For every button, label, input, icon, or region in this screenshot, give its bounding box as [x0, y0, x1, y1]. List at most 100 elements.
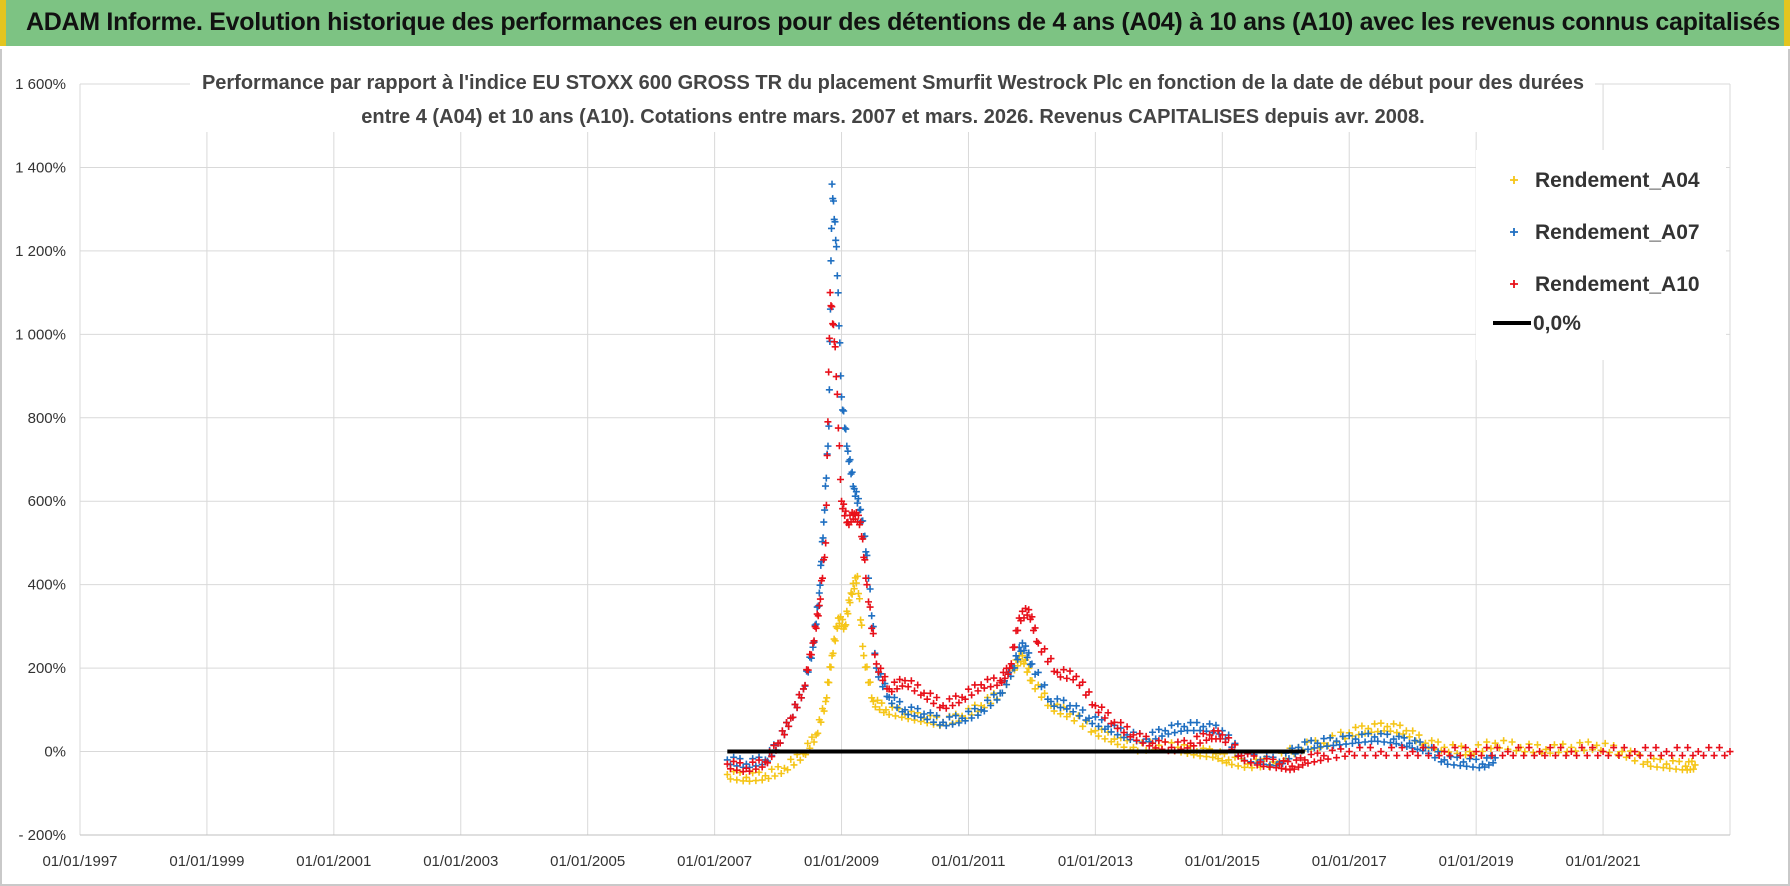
rendement-a07-point [821, 506, 829, 514]
rendement-a07-point [990, 691, 998, 699]
rendement-a10-point [990, 674, 998, 682]
rendement-a10-point [1275, 760, 1283, 768]
rendement-a07-point [1053, 695, 1061, 703]
rendement-a10-point [1551, 752, 1559, 760]
rendement-a07-point [1304, 745, 1312, 753]
rendement-a04-point [1196, 752, 1204, 760]
x-tick-label: 01/01/2003 [423, 853, 498, 870]
rendement-a04-point [863, 663, 871, 671]
rendement-a04-point [1647, 762, 1655, 770]
rendement-a04-point [854, 590, 862, 598]
rendement-a04-point [1682, 762, 1690, 770]
rendement-a07-point [835, 322, 843, 330]
rendement-a10-point [1196, 739, 1204, 747]
rendement-a07-point [977, 706, 985, 714]
rendement-a10-point [1377, 748, 1385, 756]
rendement-a10-point [1657, 752, 1665, 760]
rendement-a04-point [1635, 751, 1643, 759]
rendement-a04-point [829, 649, 837, 657]
rendement-a10-point [758, 763, 766, 771]
rendement-a10-point [1034, 639, 1042, 647]
rendement-a10-point [789, 713, 797, 721]
rendement-a10-point [1290, 765, 1298, 773]
rendement-a07-point [920, 710, 928, 718]
rendement-a10-point [780, 731, 788, 739]
rendement-a04-point [768, 765, 776, 773]
rendement-a10-point [834, 424, 842, 432]
header-accent-left [0, 0, 6, 46]
rendement-a04-point [796, 756, 804, 764]
rendement-a10-point [1403, 752, 1411, 760]
rendement-a10-point [825, 334, 833, 342]
rendement-a07-point [1447, 753, 1455, 761]
rendement-a10-point [1414, 752, 1422, 760]
rendement-a10-point [1101, 714, 1109, 722]
rendement-a07-point [1095, 722, 1103, 730]
rendement-a04-point [1428, 737, 1436, 745]
rendement-a07-point [926, 709, 934, 717]
rendement-a07-point [1450, 761, 1458, 769]
rendement-a07-point [1212, 721, 1220, 729]
legend-rendement-a07-marker [1510, 228, 1518, 236]
rendement-a04-point [860, 652, 868, 660]
rendement-a07-point [1459, 758, 1467, 766]
rendement-a10-point [1435, 752, 1443, 760]
rendement-a07-point [939, 718, 947, 726]
rendement-a10-point [1174, 738, 1182, 746]
rendement-a07-point [974, 711, 982, 719]
rendement-a07-point [1431, 754, 1439, 762]
rendement-a04-point [758, 776, 766, 784]
rendement-a10-point [1324, 755, 1332, 763]
rendement-a10-point [778, 727, 786, 735]
rendement-a04-point [1653, 763, 1661, 771]
rendement-a04-point [1639, 760, 1647, 768]
rendement-a07-point [1364, 730, 1372, 738]
rendement-a10-point [1231, 741, 1239, 749]
rendement-a10-point [1193, 732, 1201, 740]
rendement-a10-point [987, 683, 995, 691]
rendement-a10-point [1351, 752, 1359, 760]
rendement-a04-point [1593, 741, 1601, 749]
rendement-a04-point [1358, 722, 1366, 730]
rendement-a10-point [1301, 756, 1309, 764]
rendement-a07-point [866, 585, 874, 593]
rendement-a04-point [869, 697, 877, 705]
rendement-a04-point [1584, 738, 1592, 746]
rendement-a07-point [842, 425, 850, 433]
rendement-a07-point [893, 704, 901, 712]
rendement-a07-point [840, 407, 848, 415]
rendement-a10-point [1689, 752, 1697, 760]
rendement-a10-point [1107, 720, 1115, 728]
rendement-a04-point [1025, 664, 1033, 672]
rendement-a04-point [1434, 738, 1442, 746]
rendement-a04-point [1241, 763, 1249, 771]
rendement-a07-point [844, 447, 852, 455]
rendement-a10-point [836, 475, 844, 483]
rendement-a10-point [1525, 744, 1533, 752]
legend-rendement-a10-marker [1510, 280, 1518, 288]
rendement-a04-point [746, 777, 754, 785]
rendement-a10-point [1129, 731, 1137, 739]
rendement-a10-point [933, 693, 941, 701]
rendement-a10-point [1079, 678, 1087, 686]
rendement-a10-point [1120, 729, 1128, 737]
x-axis-ticks: 01/01/1997 01/01/1999 01/01/2001 01/01/2003… [42, 853, 1640, 870]
rendement-a04-point [1056, 710, 1064, 718]
rendement-a10-point [1726, 748, 1734, 756]
rendement-a10-point [1573, 752, 1581, 760]
x-tick-label: 01/01/2013 [1058, 853, 1133, 870]
x-tick-label: 01/01/2017 [1312, 853, 1387, 870]
x-tick-label: 01/01/2011 [931, 853, 1005, 870]
rendement-a07-point [1485, 761, 1493, 769]
rendement-a07-point [907, 703, 915, 711]
rendement-a10-point [1304, 759, 1312, 767]
rendement-a07-point [1307, 737, 1315, 745]
rendement-a07-point [1440, 756, 1448, 764]
rendement-a10-point [1694, 748, 1702, 756]
rendement-a07-point [952, 712, 960, 720]
rendement-a10-point [1456, 752, 1464, 760]
rendement-a04-point [1248, 764, 1256, 772]
rendement-a10-point [1149, 739, 1156, 747]
rendement-a04-point [1095, 732, 1103, 740]
rendement-a10-point [1133, 736, 1141, 744]
